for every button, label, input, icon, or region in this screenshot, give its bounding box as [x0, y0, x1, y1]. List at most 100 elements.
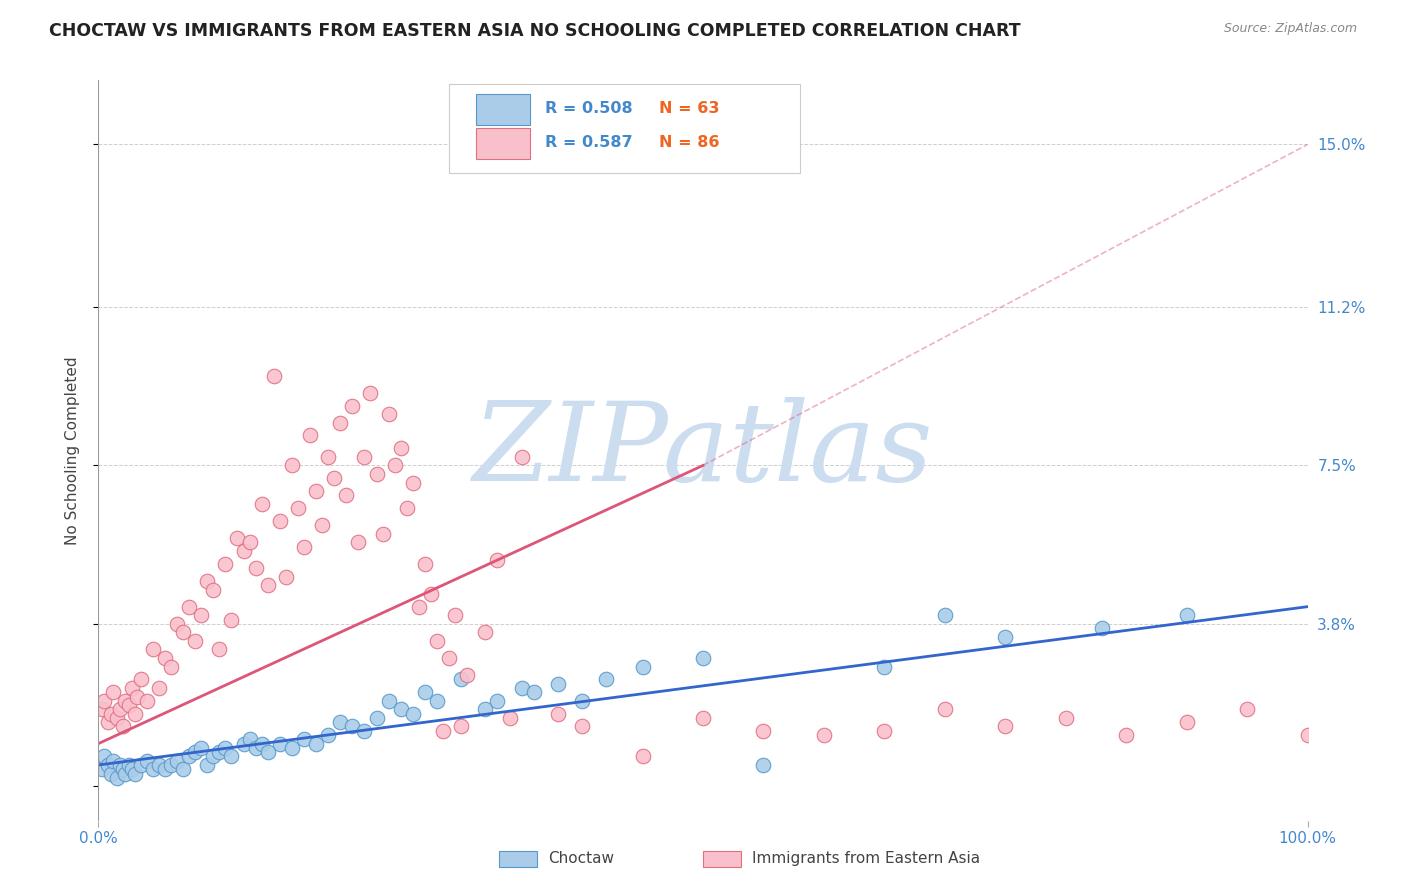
Point: [108, 758, 131, 772]
Point: [444, 608, 467, 623]
Point: [121, 762, 143, 776]
Point: [474, 702, 496, 716]
Point: [342, 719, 364, 733]
Point: [571, 694, 593, 708]
Point: [256, 745, 278, 759]
Point: [129, 673, 152, 687]
Point: [127, 690, 149, 704]
Point: [91, 702, 114, 716]
Point: [202, 582, 225, 597]
Point: [335, 488, 357, 502]
Point: [135, 694, 157, 708]
Point: [142, 762, 165, 776]
Point: [226, 531, 249, 545]
Point: [311, 518, 333, 533]
Point: [232, 737, 254, 751]
Point: [111, 719, 134, 733]
Point: [353, 723, 375, 738]
Point: [153, 762, 176, 776]
Point: [166, 616, 188, 631]
Point: [93, 694, 115, 708]
Point: [172, 762, 194, 776]
Point: [426, 633, 449, 648]
Text: N = 63: N = 63: [659, 101, 720, 116]
Point: [1115, 728, 1137, 742]
Point: [292, 732, 315, 747]
Point: [263, 368, 285, 383]
Text: Choctaw: Choctaw: [548, 852, 614, 866]
Point: [93, 749, 115, 764]
Point: [256, 578, 278, 592]
Point: [377, 407, 399, 421]
Point: [395, 501, 418, 516]
Point: [239, 732, 262, 747]
Point: [456, 668, 478, 682]
Point: [366, 711, 388, 725]
Point: [179, 599, 201, 614]
Point: [994, 630, 1017, 644]
Point: [413, 557, 436, 571]
Point: [450, 673, 472, 687]
Point: [389, 702, 412, 716]
Point: [184, 745, 207, 759]
Point: [105, 711, 128, 725]
Point: [214, 740, 236, 755]
Point: [994, 719, 1017, 733]
Text: Immigrants from Eastern Asia: Immigrants from Eastern Asia: [752, 852, 980, 866]
Point: [498, 711, 520, 725]
Point: [631, 749, 654, 764]
Point: [305, 484, 328, 499]
Point: [108, 702, 131, 716]
Point: [510, 450, 533, 464]
Point: [366, 467, 388, 481]
Point: [250, 737, 273, 751]
Point: [124, 766, 146, 780]
Point: [1236, 702, 1258, 716]
Point: [245, 561, 267, 575]
Point: [105, 771, 128, 785]
Point: [1175, 608, 1198, 623]
Point: [269, 514, 291, 528]
Point: [195, 758, 218, 772]
Point: [118, 698, 141, 712]
Point: [342, 399, 364, 413]
Text: CHOCTAW VS IMMIGRANTS FROM EASTERN ASIA NO SCHOOLING COMPLETED CORRELATION CHART: CHOCTAW VS IMMIGRANTS FROM EASTERN ASIA …: [49, 22, 1021, 40]
Point: [202, 749, 225, 764]
Point: [121, 681, 143, 695]
Point: [510, 681, 533, 695]
Point: [221, 749, 243, 764]
Point: [299, 428, 322, 442]
Point: [1175, 715, 1198, 730]
Point: [97, 715, 120, 730]
Point: [347, 535, 370, 549]
Point: [316, 450, 339, 464]
Point: [118, 758, 141, 772]
Point: [377, 694, 399, 708]
Point: [305, 737, 328, 751]
FancyBboxPatch shape: [475, 95, 530, 126]
Point: [250, 497, 273, 511]
Point: [547, 706, 569, 721]
Point: [148, 758, 170, 772]
Point: [221, 613, 243, 627]
Point: [474, 625, 496, 640]
Text: Source: ZipAtlas.com: Source: ZipAtlas.com: [1223, 22, 1357, 36]
Point: [450, 719, 472, 733]
Point: [160, 758, 183, 772]
Point: [1054, 711, 1077, 725]
Point: [402, 475, 425, 490]
Point: [195, 574, 218, 588]
Point: [426, 694, 449, 708]
FancyBboxPatch shape: [475, 128, 530, 160]
Point: [371, 527, 394, 541]
Point: [329, 416, 352, 430]
Point: [232, 544, 254, 558]
Point: [813, 728, 835, 742]
Point: [292, 540, 315, 554]
Point: [114, 694, 136, 708]
Point: [111, 762, 134, 776]
Point: [172, 625, 194, 640]
Point: [408, 599, 430, 614]
Point: [486, 694, 509, 708]
Point: [420, 587, 443, 601]
